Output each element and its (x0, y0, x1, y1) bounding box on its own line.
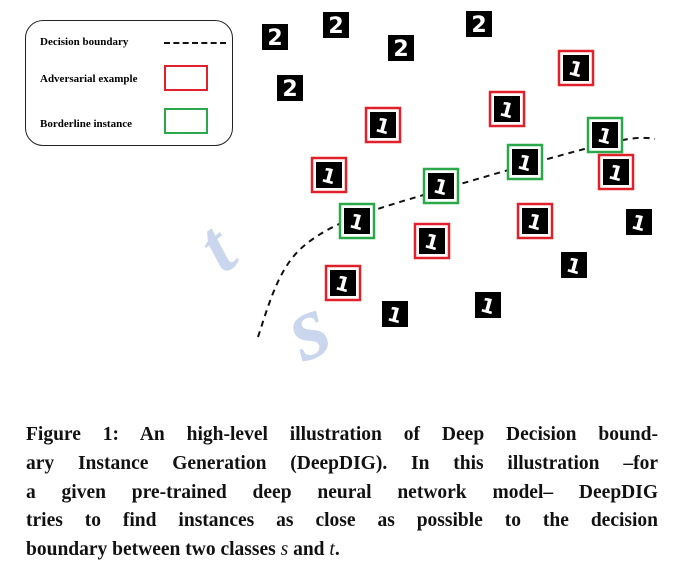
digit-tile-borderline: 1 (586, 116, 624, 154)
legend-adversarial-swatch (164, 65, 208, 91)
digit-tile-plain: 2 (388, 35, 414, 62)
digit-image (323, 12, 349, 38)
digit-tile-adversarial: 1 (324, 264, 362, 302)
legend-boundary-swatch (164, 42, 226, 44)
digit-glyph: 2 (267, 26, 282, 51)
digit-glyph: 1 (629, 210, 649, 237)
digit-tile-adversarial: 1 (597, 153, 635, 191)
caption-line-5: boundary between two classes s and t. (26, 536, 658, 565)
caption-last-mid: and (288, 539, 330, 561)
legend: Decision boundary Adversarial example Bo… (25, 20, 233, 146)
digit-glyph: 1 (566, 56, 586, 83)
digit-tile-plain: 2 (262, 24, 288, 51)
digit-glyph: 1 (478, 293, 498, 320)
legend-borderline-swatch (164, 108, 208, 134)
caption-line-4: tries to find instances as close as poss… (26, 510, 658, 532)
digit-image (277, 75, 303, 101)
digit-image (428, 173, 454, 199)
digit-glyph: 2 (393, 37, 408, 62)
digit-tile-adversarial: 1 (364, 106, 402, 144)
digit-tile-adversarial: 1 (557, 49, 595, 87)
digit-glyph: 1 (606, 160, 626, 187)
digit-image (370, 112, 396, 138)
caption-last-suffix: . (334, 539, 340, 561)
digit-image (522, 208, 548, 234)
digit-glyph: 1 (564, 253, 584, 280)
digit-tile-adversarial: 1 (310, 156, 348, 194)
digit-glyph: 1 (515, 150, 535, 177)
digit-image (262, 24, 288, 50)
digit-glyph: 1 (373, 113, 393, 140)
digit-image (382, 301, 408, 327)
digit-tile-plain: 1 (626, 209, 652, 236)
digit-glyph: 1 (385, 302, 405, 329)
digit-image (494, 96, 520, 122)
digit-image (626, 209, 652, 235)
digit-tile-plain: 2 (466, 11, 492, 38)
digit-tile-plain: 1 (475, 292, 501, 319)
caption-line-3: a given pre-trained deep neural network … (26, 481, 658, 503)
digit-tile-borderline: 1 (506, 143, 544, 181)
digit-image (512, 149, 538, 175)
digit-image (561, 252, 587, 278)
digit-glyph: 1 (431, 174, 451, 201)
digit-tile-plain: 1 (561, 252, 587, 279)
digit-glyph: 1 (525, 209, 545, 236)
digit-image (475, 292, 501, 318)
digit-image (344, 208, 370, 234)
digit-tile-borderline: 1 (422, 167, 460, 205)
digit-image (388, 35, 414, 61)
digit-glyph: 1 (333, 271, 353, 298)
digit-glyph: 1 (422, 229, 442, 256)
digit-image (603, 159, 629, 185)
figure-caption: Figure 1: An high-level illustration of … (26, 421, 658, 565)
caption-line-1: Figure 1: An high-level illustration of … (26, 424, 658, 445)
digit-image (592, 122, 618, 148)
legend-borderline-label: Borderline instance (40, 118, 132, 130)
digit-tile-plain: 2 (277, 75, 303, 102)
digit-image (419, 228, 445, 254)
digit-glyph: 1 (595, 123, 615, 150)
digit-glyph: 1 (319, 163, 339, 190)
legend-adversarial-label: Adversarial example (40, 73, 138, 85)
caption-line-2: ary Instance Generation (DeepDIG). In th… (26, 452, 658, 474)
caption-class-s: s (280, 539, 289, 561)
digit-glyph: 2 (328, 14, 343, 39)
digit-tile-adversarial: 1 (413, 222, 451, 260)
digit-tile-borderline: 1 (338, 202, 376, 240)
digit-glyph: 1 (347, 209, 367, 236)
digit-image (330, 270, 356, 296)
digit-glyph: 2 (471, 13, 486, 38)
digit-image (316, 162, 342, 188)
caption-last-prefix: boundary between two classes (26, 539, 281, 561)
digit-image (563, 55, 589, 81)
digit-tile-plain: 2 (323, 12, 349, 39)
caption-class-t: t (329, 539, 335, 561)
digit-tile-adversarial: 1 (516, 202, 554, 240)
digit-glyph: 2 (282, 77, 297, 102)
class-label-t: t (180, 205, 252, 288)
legend-boundary-label: Decision boundary (40, 36, 129, 48)
digit-glyph: 1 (497, 97, 517, 124)
digit-tile-plain: 1 (382, 301, 408, 328)
digit-tile-adversarial: 1 (488, 90, 526, 128)
digit-image (466, 11, 492, 37)
